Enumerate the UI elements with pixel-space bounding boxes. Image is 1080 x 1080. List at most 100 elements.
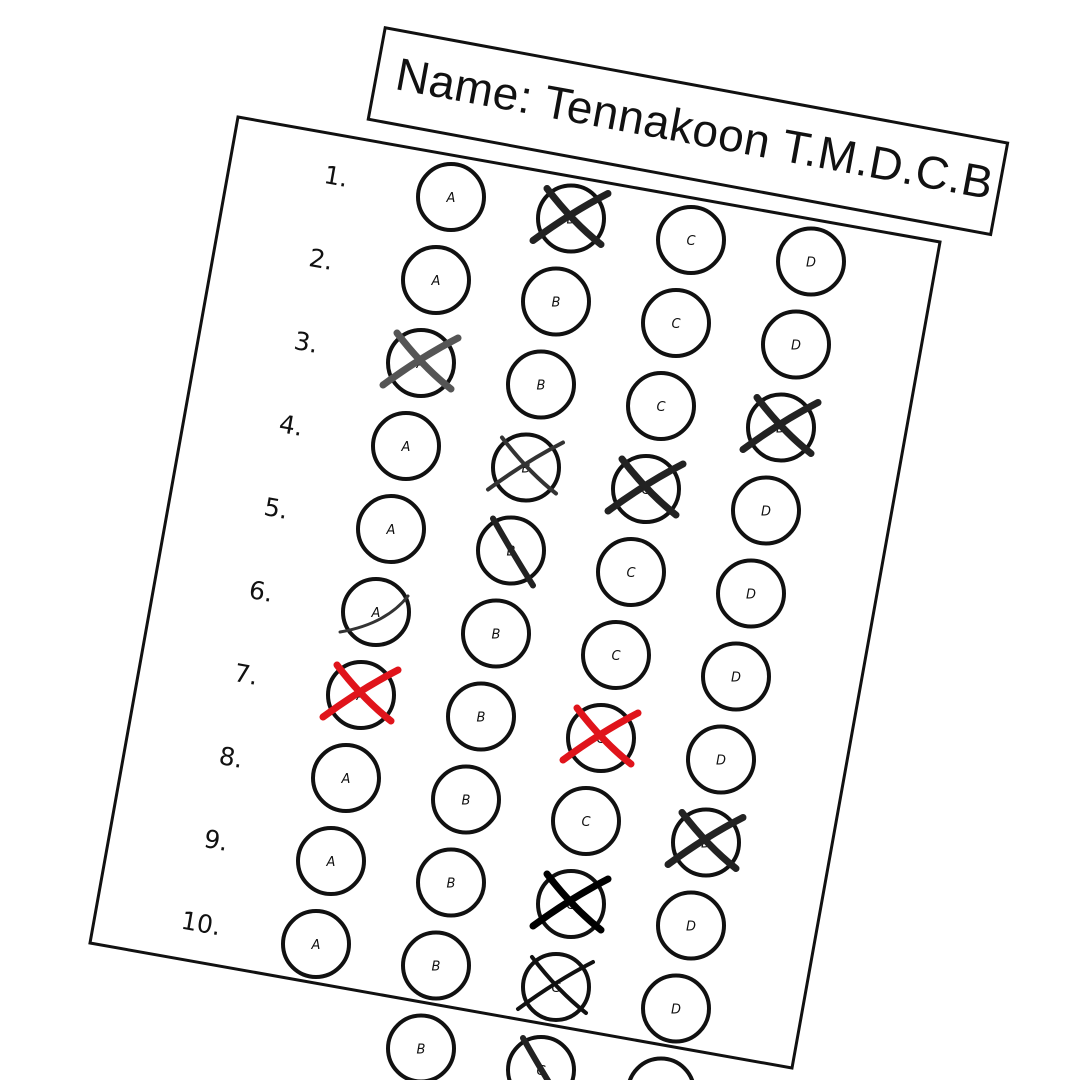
- bubble-letter: C: [611, 649, 621, 664]
- bubble-circle: [371, 411, 441, 481]
- answer-bubble-a[interactable]: A: [401, 245, 471, 315]
- answer-bubble-c[interactable]: C: [656, 205, 726, 275]
- answer-bubble-d[interactable]: D: [627, 1056, 695, 1080]
- bubble-letter: C: [656, 400, 666, 415]
- answer-bubble-b[interactable]: B: [416, 847, 486, 918]
- bubble-circle: [716, 558, 786, 629]
- answer-bubble-c[interactable]: C: [626, 371, 696, 441]
- answer-bubble-d[interactable]: D: [739, 392, 822, 463]
- bubble-letter: A: [341, 772, 351, 787]
- bubble-circle: [776, 226, 846, 297]
- answer-bubble-c[interactable]: C: [581, 620, 651, 690]
- answer-bubble-a[interactable]: A: [379, 328, 462, 398]
- answer-bubble-a[interactable]: A: [371, 411, 441, 481]
- bubble-circle: [416, 162, 486, 232]
- bubble-letter: D: [791, 339, 801, 354]
- answer-bubble-b[interactable]: B: [446, 681, 516, 752]
- bubble-circle: [656, 890, 726, 961]
- bubble-circle: [761, 309, 831, 380]
- answer-bubble-b[interactable]: B: [506, 349, 576, 420]
- question-row: 3. A B C D: [292, 326, 822, 463]
- bubble-circle: [731, 475, 801, 546]
- cross-stroke: [393, 329, 455, 393]
- answer-bubble-a[interactable]: A: [356, 494, 426, 564]
- answer-bubble-a[interactable]: A: [416, 162, 486, 232]
- bubble-letter: B: [462, 794, 471, 809]
- answer-bubble-c[interactable]: C: [641, 288, 711, 358]
- cross-stroke: [543, 870, 605, 934]
- answer-bubble-d[interactable]: D: [716, 558, 786, 629]
- question-number: 9.: [202, 824, 231, 857]
- question-row: 7. A B C D: [232, 658, 756, 795]
- answer-bubble-a[interactable]: A: [311, 743, 381, 813]
- bubble-letter: D: [686, 920, 696, 935]
- bubble-circle: [431, 764, 501, 835]
- question-number: 3.: [292, 326, 321, 359]
- bubble-circle: [686, 724, 756, 795]
- slash-stroke: [490, 515, 536, 589]
- answer-bubble-a[interactable]: A: [319, 660, 402, 730]
- question-number: 1.: [322, 160, 351, 193]
- answer-bubble-c[interactable]: C: [529, 869, 612, 939]
- bubble-letter: D: [746, 588, 756, 603]
- answer-bubble-d[interactable]: D: [656, 890, 726, 961]
- answer-bubble-d[interactable]: D: [686, 724, 756, 795]
- answer-bubble-c[interactable]: C: [559, 703, 642, 773]
- question-number: 6.: [247, 575, 276, 608]
- answer-bubble-c[interactable]: C: [506, 1035, 576, 1080]
- question-row: 4. A B C D: [277, 409, 801, 546]
- cross-stroke: [753, 394, 815, 457]
- answer-bubble-b[interactable]: B: [529, 183, 612, 254]
- cross-stroke: [530, 955, 588, 1015]
- answer-bubble-a[interactable]: A: [338, 577, 411, 647]
- answer-bubble-b[interactable]: B: [461, 598, 531, 669]
- answer-bubble-b[interactable]: B: [521, 266, 591, 337]
- answer-bubble-d[interactable]: D: [776, 226, 846, 297]
- answer-bubble-b[interactable]: B: [486, 432, 565, 503]
- question-number: 10.: [179, 906, 223, 941]
- question-row: 2. A B C D: [307, 243, 831, 380]
- answer-rows: 1.ABCD2.ABCD3.ABCD4.ABCD5.ABCD6.ABCD7.AB…: [179, 160, 846, 1080]
- bubble-circle: [656, 205, 726, 275]
- question-row: 5. A B C D: [262, 492, 786, 629]
- bubble-circle: [386, 1013, 456, 1080]
- answer-bubble-b[interactable]: B: [476, 515, 546, 589]
- answer-bubble-d[interactable]: D: [761, 309, 831, 380]
- bubble-circle: [311, 743, 381, 813]
- bubble-circle: [281, 909, 351, 979]
- answer-bubble-a[interactable]: A: [281, 909, 351, 979]
- bubble-circle: [641, 288, 711, 358]
- answer-bubble-c[interactable]: C: [551, 786, 621, 856]
- bubble-letter: C: [626, 566, 636, 581]
- answer-bubble-c[interactable]: C: [516, 952, 595, 1022]
- question-row: 8. A B C D: [217, 741, 747, 878]
- answer-bubble-d[interactable]: D: [664, 807, 747, 878]
- cross-stroke: [333, 661, 395, 725]
- bubble-circle: [641, 973, 711, 1044]
- bubble-circle: [701, 641, 771, 712]
- answer-bubble-b[interactable]: B: [386, 1013, 456, 1080]
- answer-bubble-c[interactable]: C: [604, 454, 687, 524]
- answer-bubble-d[interactable]: D: [701, 641, 771, 712]
- bubble-letter: B: [552, 296, 561, 311]
- answer-bubble-d[interactable]: D: [641, 973, 711, 1044]
- question-number: 5.: [262, 492, 291, 525]
- bubble-circle: [521, 266, 591, 337]
- curve-stroke: [338, 594, 410, 634]
- question-number: 4.: [277, 409, 306, 442]
- bubble-circle: [296, 826, 366, 896]
- question-row: 6. A B C D: [247, 575, 771, 712]
- answer-bubble-b[interactable]: B: [401, 930, 471, 1001]
- bubble-letter: D: [716, 754, 726, 769]
- question-row: 1. A B C D: [322, 160, 846, 297]
- answer-bubble-c[interactable]: C: [596, 537, 666, 607]
- bubble-letter: A: [326, 855, 336, 870]
- bubble-letter: C: [671, 317, 681, 332]
- bubble-letter: A: [431, 274, 441, 289]
- answer-bubble-a[interactable]: A: [296, 826, 366, 896]
- answer-bubble-b[interactable]: B: [431, 764, 501, 835]
- question-number: 8.: [217, 741, 246, 774]
- answer-bubble-d[interactable]: D: [731, 475, 801, 546]
- bubble-letter: D: [806, 256, 816, 271]
